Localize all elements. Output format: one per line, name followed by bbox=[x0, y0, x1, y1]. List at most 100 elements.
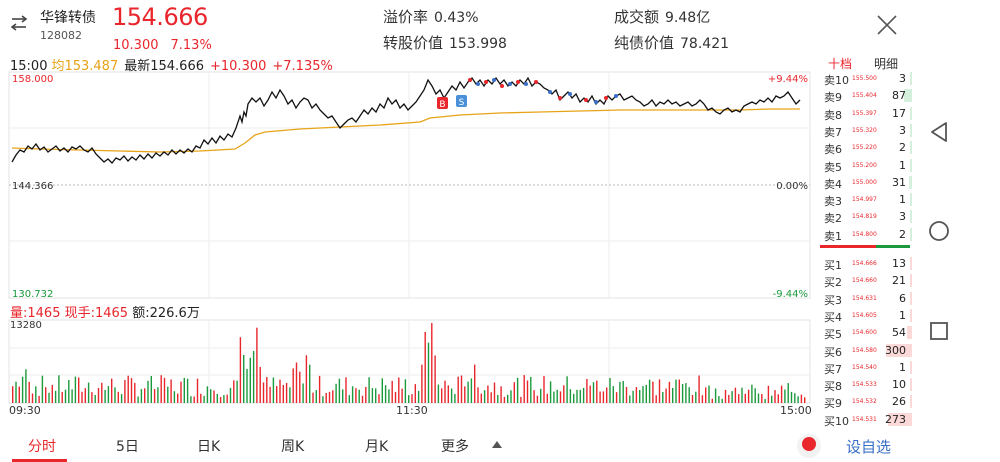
level-price: 154.533 bbox=[852, 381, 877, 389]
volume-bar bbox=[629, 395, 631, 403]
buy-level: 买2 154.660 21 bbox=[818, 272, 912, 289]
volume-bar bbox=[480, 393, 482, 403]
level-label: 卖9 bbox=[824, 91, 842, 105]
qty-bar bbox=[910, 308, 912, 322]
level-qty: 1 bbox=[899, 193, 906, 207]
volume-bar bbox=[348, 395, 350, 403]
volume-bar bbox=[371, 388, 374, 403]
tab-more[interactable]: 更多 bbox=[441, 439, 469, 455]
volume-bar bbox=[500, 386, 502, 403]
more-arrow-icon[interactable] bbox=[492, 441, 502, 448]
volume-bar bbox=[295, 362, 298, 403]
tab-weekly-k[interactable]: 周K bbox=[281, 439, 305, 455]
volume-bar bbox=[427, 342, 430, 403]
volume-bar bbox=[724, 390, 727, 403]
volume-bar bbox=[58, 375, 60, 403]
volume-bar bbox=[678, 379, 680, 403]
back-triangle-icon[interactable] bbox=[928, 120, 950, 144]
volume-bar bbox=[104, 389, 106, 403]
time-label-mid: 11:30 bbox=[396, 404, 428, 417]
buy-level: 买4 154.605 1 bbox=[818, 307, 912, 324]
sell-marker[interactable] bbox=[456, 95, 467, 107]
sell-level: 卖10 155.500 3 bbox=[818, 70, 912, 87]
buy-level: 买3 154.631 6 bbox=[818, 290, 912, 307]
volume-bar bbox=[625, 387, 628, 403]
period-tabs: 分时 5日 日K 周K 月K 更多 bbox=[0, 428, 912, 462]
buy-level: 买7 154.540 1 bbox=[818, 359, 912, 376]
volume-bar bbox=[315, 390, 317, 403]
volume-bar bbox=[226, 394, 228, 403]
record-icon[interactable] bbox=[794, 432, 824, 460]
volume-bar bbox=[761, 394, 763, 403]
volume-bar bbox=[417, 390, 420, 403]
volume-bar bbox=[734, 387, 737, 403]
qty-bar bbox=[910, 141, 912, 155]
tab-monthly-k[interactable]: 月K bbox=[365, 439, 389, 455]
volume-bar bbox=[269, 386, 271, 403]
sell-level: 卖8 155.397 17 bbox=[818, 105, 912, 122]
system-nav-bar bbox=[912, 0, 1000, 462]
volume-bar bbox=[787, 383, 789, 403]
volume-bar bbox=[668, 381, 671, 403]
volume-bar bbox=[797, 396, 799, 403]
level-qty: 6 bbox=[899, 291, 906, 305]
current-time: 15:00 bbox=[10, 59, 48, 74]
add-favorite-button[interactable]: 设自选 bbox=[846, 438, 892, 456]
volume-bar bbox=[711, 398, 713, 403]
volume-bar bbox=[533, 390, 535, 403]
volume-bar bbox=[563, 385, 565, 403]
close-icon[interactable] bbox=[874, 12, 900, 38]
buy-marker[interactable] bbox=[437, 97, 448, 109]
level-price: 155.200 bbox=[852, 161, 877, 169]
conversion-number: 153.998 bbox=[449, 36, 507, 52]
volume-bar bbox=[328, 391, 331, 403]
volume-bar bbox=[216, 394, 218, 403]
premium-rate: 溢价率 0.43% bbox=[383, 6, 479, 27]
volume-bar bbox=[457, 376, 459, 403]
volume-bar bbox=[516, 377, 519, 403]
volume-bar bbox=[335, 383, 337, 403]
level-qty: 2 bbox=[899, 141, 906, 155]
tab-ten-levels[interactable]: 十档 bbox=[828, 57, 853, 71]
volume-bar bbox=[579, 389, 581, 403]
intraday-chart[interactable]: 158.000 144.366 130.732 +9.44% 0.00% -9.… bbox=[0, 0, 912, 430]
tab-daily-k[interactable]: 日K bbox=[197, 439, 221, 455]
volume-bar bbox=[384, 385, 387, 403]
volume-bar bbox=[771, 395, 773, 403]
volume-bar bbox=[18, 386, 20, 403]
volume-bar bbox=[292, 368, 294, 403]
sell-level: 卖6 155.220 2 bbox=[818, 139, 912, 156]
recents-square-icon[interactable] bbox=[928, 320, 950, 342]
volume-bar bbox=[282, 385, 284, 403]
turnover: 成交额 9.48亿 bbox=[614, 6, 710, 27]
volume-bar bbox=[196, 378, 199, 403]
tab-details[interactable]: 明细 bbox=[874, 57, 899, 71]
swap-icon[interactable] bbox=[10, 14, 28, 32]
order-book-divider bbox=[820, 245, 910, 248]
volume-bar bbox=[391, 380, 393, 403]
avg-price-line bbox=[11, 108, 800, 153]
sub-change-abs: +10.300 bbox=[210, 59, 267, 74]
volume-bar bbox=[503, 396, 506, 403]
volume-bar bbox=[728, 394, 730, 403]
level-qty: 87 bbox=[892, 89, 906, 103]
volume-bar bbox=[460, 375, 463, 403]
volume-bar bbox=[81, 391, 83, 403]
volume-bar bbox=[642, 386, 644, 403]
tab-5day[interactable]: 5日 bbox=[116, 439, 139, 455]
home-circle-icon[interactable] bbox=[928, 220, 950, 242]
volume-bar bbox=[351, 386, 354, 403]
bond-value-number: 78.421 bbox=[680, 36, 730, 52]
volume-bars bbox=[12, 323, 806, 403]
level-label: 卖3 bbox=[824, 195, 842, 209]
level-label: 买7 bbox=[824, 362, 842, 376]
volume-bar bbox=[774, 390, 776, 403]
volume-bar bbox=[147, 380, 149, 403]
volume-bar bbox=[256, 327, 258, 403]
tab-intraday[interactable]: 分时 bbox=[28, 439, 56, 455]
volume-bar bbox=[672, 387, 674, 403]
turnover-label: 成交额 bbox=[614, 8, 660, 26]
premium-label: 溢价率 bbox=[383, 8, 429, 26]
volume-bar bbox=[804, 397, 806, 403]
level-price: 155.320 bbox=[852, 126, 877, 134]
